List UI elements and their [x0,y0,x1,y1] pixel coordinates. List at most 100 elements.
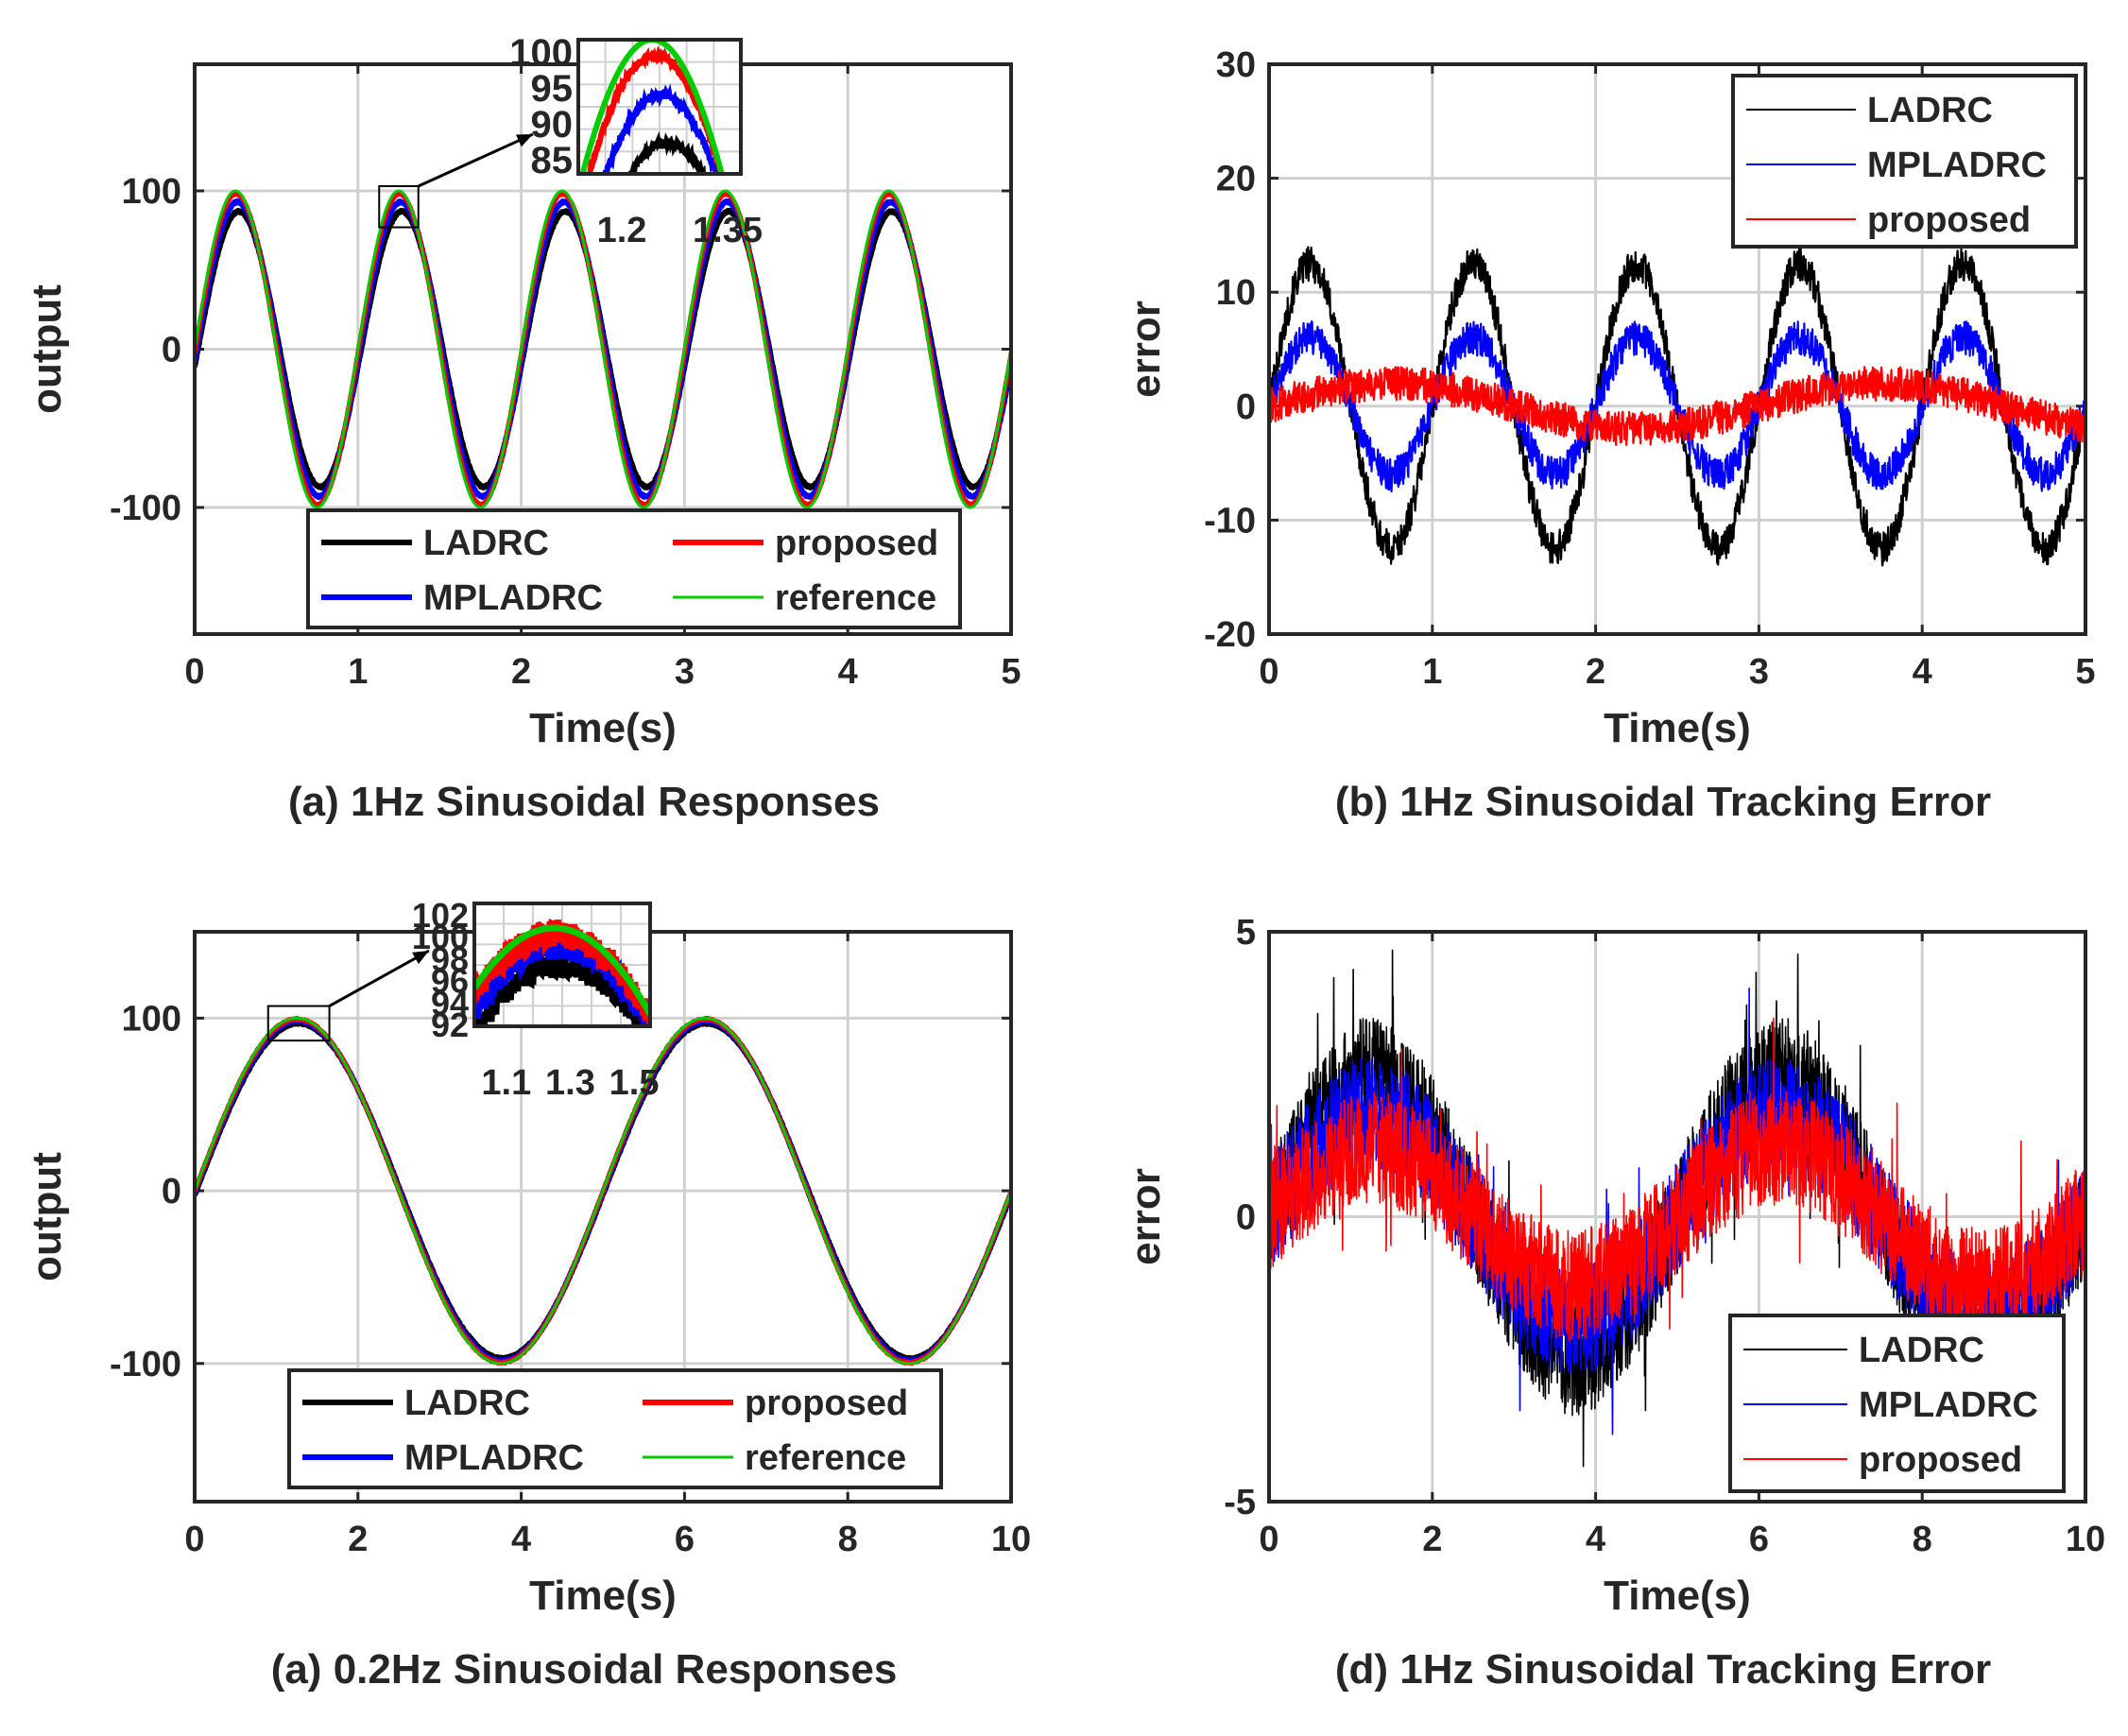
x-axis-label: Time(s) [1604,1573,1751,1619]
legend: LADRC proposed MPLADRC reference [306,508,962,629]
legend: LADRC proposed MPLADRC reference [287,1368,943,1489]
legend-label-ladrc: LADRC [1859,1331,1984,1370]
legend-box [287,1368,943,1489]
y-tick-label: 100 [122,172,181,212]
series-reference [195,1016,1011,1366]
y-tick-label: 10 [1216,273,1256,313]
inset-y-tick-label: 95 [531,68,574,110]
y-tick-label: -5 [1224,1483,1256,1522]
inset-x-tick-label: 1.3 [545,1063,595,1103]
inset-x-tick-label: 1.35 [693,211,763,250]
inset-y-tick-label: 90 [531,104,574,146]
zoom-arrow [328,949,430,1007]
inset-x-tick-label: 1.1 [481,1063,531,1103]
legend-label-mpladrc: MPLADRC [1859,1385,2038,1425]
legend-label-proposed: proposed [775,524,938,563]
x-axis-label: Time(s) [529,1573,677,1619]
legend-label-proposed: proposed [1859,1440,2022,1480]
plot-frame [1267,930,2087,1504]
inset-y-tick-label: 98 [431,939,469,978]
x-tick-label: 0 [184,652,204,692]
inset-series-group [474,918,650,1026]
x-tick-label: 2 [348,1520,368,1559]
zoom-arrowhead [516,134,533,147]
x-tick-label: 6 [1749,1520,1769,1559]
series-ladrc [1269,246,2085,567]
y-axis-label: error [1123,301,1169,398]
inset-frame [472,902,652,1028]
zoom-box [266,1005,331,1042]
x-tick-label: 4 [838,652,858,692]
inset-y-tick-label: 96 [431,962,469,1001]
y-tick-label: 5 [1236,913,1256,953]
legend-label-mpladrc: MPLADRC [423,578,603,618]
chart-c: 0 2 4 6 8 10 -100 0 100 LADRC proposed MPLADRC refer… [24,896,1031,1693]
zoom-arrowhead [412,951,429,965]
chart-title: (a) 1Hz Sinusoidal Responses [288,779,880,825]
chart-b: 0 1 2 3 4 5 -20 -10 0 10 20 30 LADRC MPLADRC proposed T… [1123,45,2096,825]
x-tick-label: 2 [511,652,531,692]
inset-series-mpladrc [602,83,719,174]
x-tick-label: 8 [838,1520,858,1559]
legend-label-reference: reference [775,578,936,618]
y-tick-label: 100 [122,999,181,1039]
legend-label-mpladrc: MPLADRC [404,1438,584,1478]
legend-label-proposed: proposed [745,1384,908,1423]
inset-y-tick-label: 92 [431,1006,469,1044]
inset-frame [576,38,743,176]
x-tick-label: 4 [1586,1520,1605,1559]
legend-label-ladrc: LADRC [423,524,549,563]
x-tick-label: 5 [2075,652,2095,692]
x-tick-label: 1 [1422,652,1442,692]
chart-title: (b) 1Hz Sinusoidal Tracking Error [1335,779,1991,825]
y-tick-label: 0 [162,331,181,370]
y-axis-label: error [1123,1168,1169,1265]
legend-label-mpladrc: MPLADRC [1867,146,2047,185]
zoom-box [378,184,420,229]
x-tick-label: 0 [184,1520,204,1559]
x-tick-label: 4 [1913,652,1932,692]
legend-box [1728,1314,2066,1493]
y-tick-label: 0 [1236,1198,1256,1238]
series-mpladrc [1269,320,2085,493]
series-group [195,189,1011,509]
inset-x-tick-label: 1.5 [609,1063,660,1103]
y-tick-label: -20 [1204,615,1256,655]
chart-title: (d) 1Hz Sinusoidal Tracking Error [1335,1646,1991,1693]
y-tick-label: -10 [1204,501,1256,541]
inset-series-reference [474,924,650,1016]
inset-series-mpladrc [474,935,650,1026]
series-reference [195,189,1011,509]
y-axis-label: output [24,1152,70,1281]
series-proposed [1269,366,2085,447]
y-tick-label: 0 [1236,387,1256,427]
legend-label-ladrc: LADRC [1867,91,1993,130]
chart-d: 0 2 4 6 8 10-505LADRCMPLADRCproposedTime(s)(d… [1123,913,2105,1693]
y-tick-label: -100 [110,489,181,528]
x-tick-label: 0 [1259,1520,1279,1559]
x-tick-label: 2 [1586,652,1605,692]
x-tick-label: 4 [511,1520,531,1559]
series-proposed [1269,1017,2085,1343]
x-tick-label: 3 [1749,652,1769,692]
y-tick-label: 30 [1216,45,1256,85]
inset-y-tick-label: 100 [509,32,573,74]
inset-y-tick-label: 85 [531,140,574,181]
x-tick-label: 8 [1913,1520,1932,1559]
x-tick-label: 6 [675,1520,695,1559]
legend-box [306,508,962,629]
x-tick-label: 3 [675,652,695,692]
y-tick-label: -100 [110,1345,181,1384]
chart-title: (a) 0.2Hz Sinusoidal Responses [271,1646,898,1693]
legend-label-reference: reference [745,1438,906,1478]
legend: LADRC MPLADRC proposed [1728,1314,2066,1493]
y-tick-label: 0 [162,1172,181,1212]
series-group [195,1015,1011,1366]
x-tick-label: 10 [2066,1520,2105,1559]
inset-y-tick-label: 100 [412,918,469,956]
legend: LADRC MPLADRC proposed [1731,74,2078,249]
x-tick-label: 0 [1259,652,1279,692]
